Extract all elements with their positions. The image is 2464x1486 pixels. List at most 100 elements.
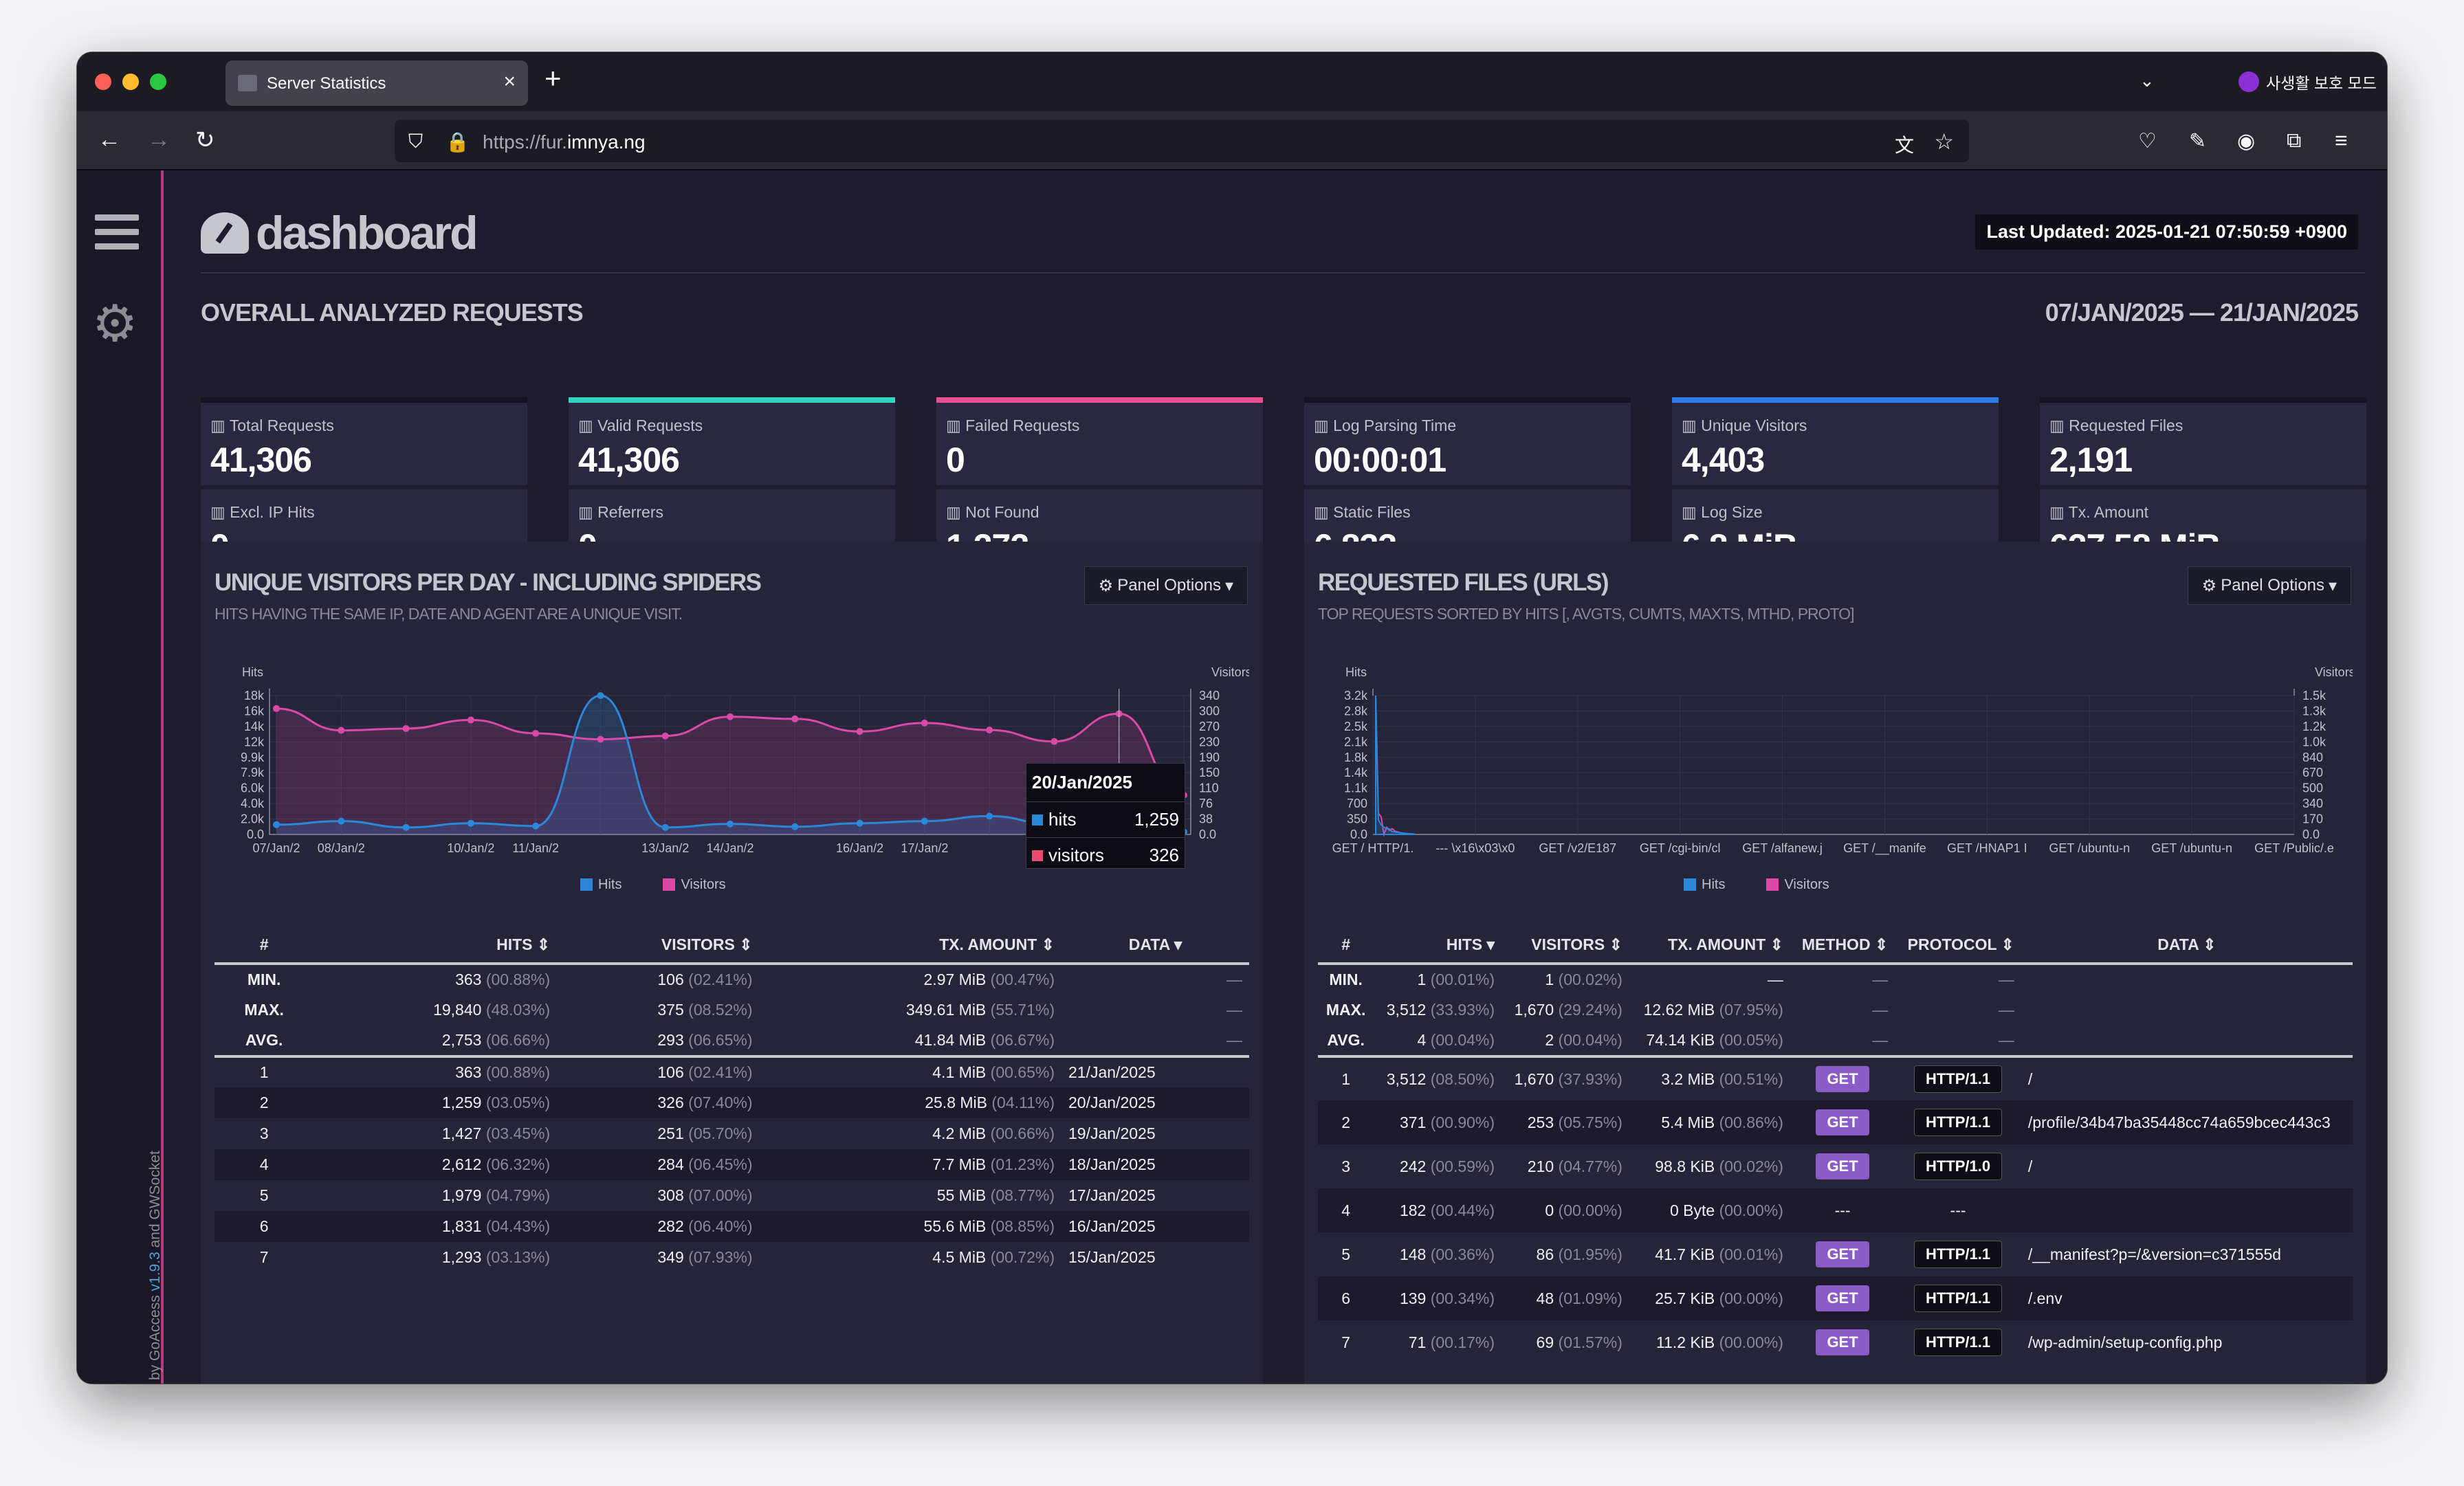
- bookmark-star-icon[interactable]: ☆: [1934, 129, 1954, 154]
- row-protocol: ---: [1895, 1188, 2021, 1232]
- credit-version-link[interactable]: v1.9.3: [147, 1252, 163, 1291]
- pocket-icon[interactable]: ♡: [2138, 130, 2157, 153]
- close-window-button[interactable]: [95, 74, 111, 90]
- table-row[interactable]: 1 3,512 (08.50%) 1,670 (37.93%) 3.2 MiB (00…: [1318, 1056, 2353, 1100]
- row-method: GET: [1790, 1100, 1895, 1144]
- y-axis-left-title: Hits: [1345, 665, 1367, 679]
- column-header[interactable]: TX. AMOUNT ⇕: [1629, 927, 1790, 965]
- row-index: 2: [1318, 1100, 1374, 1144]
- row-protocol: HTTP/1.1: [1895, 1320, 2021, 1364]
- nav-bar: ← → ↻ ⛉ 🔒 https://fur.imnya.ng 文 ☆ ♡ ✎ ◉…: [77, 111, 2387, 170]
- column-header[interactable]: HITS ⇕: [314, 927, 558, 965]
- files-panel: REQUESTED FILES (URLS) TOP REQUESTS SORT…: [1304, 542, 2366, 1384]
- forward-arrow-icon[interactable]: →: [147, 126, 170, 153]
- row-index: 1: [1341, 1069, 1351, 1088]
- table-row[interactable]: 3 242 (00.59%) 210 (04.77%) 98.8 KiB (00.02…: [1318, 1144, 2353, 1188]
- table-row[interactable]: 1 363 (00.88%) 106 (02.41%) 4.1 MiB (00.65%…: [214, 1056, 1249, 1087]
- table-row[interactable]: 4 182 (00.44%) 0 (00.00%) 0 Byte (00.00%) --…: [1318, 1188, 2353, 1232]
- column-header[interactable]: METHOD ⇕: [1790, 927, 1895, 965]
- y-axis-right-title: Visitors: [1211, 665, 1249, 679]
- column-header[interactable]: VISITORS ⇕: [1502, 927, 1629, 965]
- visitors-panel-options-button[interactable]: ⚙ Panel Options ▾: [1084, 566, 1248, 605]
- table-row[interactable]: 7 1,293 (03.13%) 349 (07.93%) 4.5 MiB (00.7…: [214, 1242, 1249, 1273]
- x-tick-label: 07/Jan/2: [252, 841, 300, 855]
- y-tick-right: 1.2k: [2302, 720, 2326, 733]
- x-tick-label: --- \x16\x03\x0: [1436, 841, 1515, 855]
- table-row[interactable]: 4 2,612 (06.32%) 284 (06.45%) 7.7 MiB (01.2…: [214, 1149, 1249, 1180]
- sort-icon: ⇕: [532, 935, 551, 953]
- translate-icon[interactable]: 文: [1894, 135, 1914, 156]
- y-tick-left: 9.9k: [241, 751, 265, 764]
- address-bar[interactable]: ⛉ 🔒 https://fur.imnya.ng 文 ☆: [395, 120, 1969, 162]
- legend-hits[interactable]: Hits: [1684, 877, 1725, 893]
- summary-protocol: —: [1998, 971, 2014, 988]
- url-text[interactable]: https://fur.imnya.ng: [483, 131, 646, 153]
- visitors-chart[interactable]: Hits Visitors 0.0 0.0 2.0k 38 4.0k 76 6.0k 110 7.9…: [214, 652, 1249, 872]
- summary-visitors: 375 (08.52%): [657, 1001, 753, 1019]
- table-row[interactable]: 2 371 (00.90%) 253 (05.75%) 5.4 MiB (00.86%…: [1318, 1100, 2353, 1144]
- summary-visitors: 2 (00.04%): [1502, 1025, 1629, 1058]
- column-header[interactable]: TX. AMOUNT ⇕: [759, 927, 1062, 965]
- tooltip-hits-value: 1,259: [1134, 809, 1179, 830]
- y-tick-left: 4.0k: [241, 797, 265, 810]
- column-header[interactable]: DATA ⇕: [2021, 927, 2353, 965]
- table-row[interactable]: 6 139 (00.34%) 48 (01.09%) 25.7 KiB (00.00%…: [1318, 1276, 2353, 1320]
- minimize-window-button[interactable]: [122, 74, 139, 90]
- gear-icon[interactable]: ⚙: [92, 295, 138, 352]
- legend-hits[interactable]: Hits: [580, 877, 622, 893]
- tab-close-icon[interactable]: ×: [503, 70, 516, 93]
- table-row[interactable]: 7 71 (00.17%) 69 (01.57%) 11.2 KiB (00.00%)…: [1318, 1320, 2353, 1364]
- files-chart[interactable]: Hits Visitors 0.0 0.0 350 170 700 340 1.1k 500 1.4…: [1318, 652, 2353, 872]
- summary-label: AVG.: [214, 1025, 314, 1058]
- extensions-icon[interactable]: ⧉: [2287, 129, 2302, 152]
- summary-hits: 1 (00.01%): [1417, 971, 1495, 988]
- row-tx: 4.5 MiB (00.72%): [932, 1248, 1055, 1266]
- shield-icon[interactable]: ⛉: [408, 131, 424, 152]
- tab-server-statistics[interactable]: Server Statistics ×: [226, 60, 528, 106]
- legend-visitors[interactable]: Visitors: [663, 877, 726, 893]
- row-tx: 3.2 MiB (00.51%): [1661, 1069, 1783, 1088]
- column-header[interactable]: DATA ▾: [1062, 927, 1249, 965]
- metric-label: ▥ Static Files: [1314, 503, 1411, 521]
- metric-label: ▥ Referrers: [578, 503, 663, 521]
- legend-visitors[interactable]: Visitors: [1766, 877, 1829, 893]
- x-tick-label: GET /ubuntu-n: [2049, 841, 2130, 855]
- table-row[interactable]: 5 1,979 (04.79%) 308 (07.00%) 55 MiB (08.77…: [214, 1180, 1249, 1211]
- y-tick-left: 6.0k: [241, 781, 265, 795]
- summary-protocol: —: [1998, 1001, 2014, 1019]
- table-row[interactable]: 2 1,259 (03.05%) 326 (07.40%) 25.8 MiB (04.…: [214, 1087, 1249, 1118]
- wrench-icon[interactable]: ✎: [2189, 130, 2207, 153]
- new-tab-icon[interactable]: +: [544, 62, 562, 94]
- method-badge: GET: [1816, 1285, 1869, 1311]
- dashboard-main: dashboard Last Updated: 2025-01-21 07:50…: [166, 170, 2387, 1384]
- table-row[interactable]: 5 148 (00.36%) 86 (01.95%) 41.7 KiB (00.01%…: [1318, 1232, 2353, 1276]
- y-tick-left: 700: [1347, 797, 1367, 810]
- metric-label: ▥ Log Size: [1682, 503, 1763, 521]
- method-badge: GET: [1816, 1329, 1869, 1355]
- table-row[interactable]: 6 1,831 (04.43%) 282 (06.40%) 55.6 MiB (08.…: [214, 1211, 1249, 1242]
- account-avatar-icon[interactable]: ◉: [2237, 130, 2256, 153]
- y-tick-left: 1.8k: [1344, 751, 1368, 764]
- column-header[interactable]: HITS ▾: [1374, 927, 1502, 965]
- app-menu-icon[interactable]: ≡: [2335, 128, 2348, 153]
- hits-point: [532, 822, 540, 830]
- column-header[interactable]: VISITORS ⇕: [557, 927, 760, 965]
- bar-chart-icon: ▥: [2049, 503, 2069, 521]
- reload-icon[interactable]: ↻: [195, 127, 215, 153]
- y-tick-left: 1.1k: [1344, 781, 1368, 795]
- overall-title: OVERALL ANALYZED REQUESTS: [201, 298, 584, 326]
- column-header: #: [1318, 927, 1374, 965]
- list-tabs-chevron-icon[interactable]: ⌄: [2140, 70, 2155, 91]
- hits-point: [273, 821, 280, 828]
- summary-label: MAX.: [244, 1001, 284, 1019]
- row-data: 16/Jan/2025: [1062, 1211, 1249, 1242]
- column-header[interactable]: PROTOCOL ⇕: [1895, 927, 2021, 965]
- table-row[interactable]: 3 1,427 (03.45%) 251 (05.70%) 4.2 MiB (00.6…: [214, 1118, 1249, 1149]
- y-tick-left: 3.2k: [1344, 689, 1368, 702]
- back-arrow-icon[interactable]: ←: [98, 126, 121, 153]
- row-tx: 55 MiB (08.77%): [936, 1186, 1055, 1204]
- maximize-window-button[interactable]: [150, 74, 166, 90]
- files-panel-options-button[interactable]: ⚙ Panel Options ▾: [2187, 566, 2351, 605]
- lock-icon[interactable]: 🔒: [446, 131, 470, 153]
- hamburger-menu-icon[interactable]: [95, 214, 139, 250]
